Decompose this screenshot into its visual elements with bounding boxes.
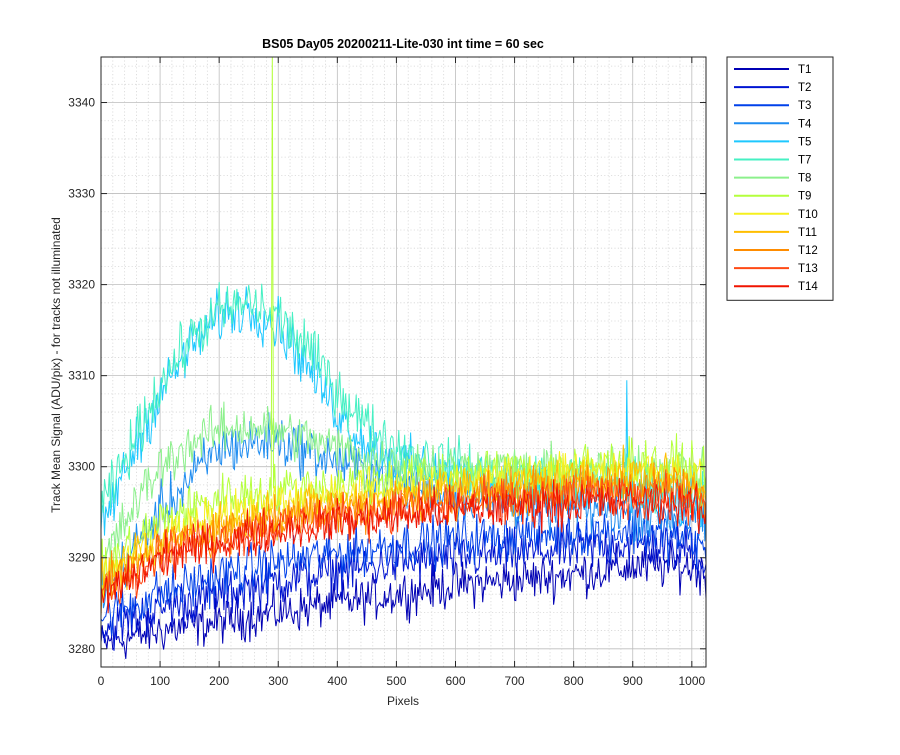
y-tick-label: 3340 [68,96,95,110]
x-tick-label: 400 [327,674,347,688]
y-tick-label: 3320 [68,278,95,292]
legend-label-t2: T2 [798,82,811,94]
y-axis-label: Track Mean Signal (ADU/pix) - for tracks… [49,217,63,513]
legend-label-t1: T1 [798,64,811,76]
legend-label-t12: T12 [798,245,818,257]
legend-label-t14: T14 [798,281,818,293]
series-line-t9 [101,57,706,591]
x-tick-label: 600 [445,674,465,688]
legend-label-t8: T8 [798,173,811,185]
chart-title: BS05 Day05 20200211-Lite-030 int time = … [262,37,544,51]
legend-label-t13: T13 [798,263,818,275]
legend-box [726,56,834,301]
y-tick-label: 3310 [68,369,95,383]
legend-label-t3: T3 [798,100,811,112]
x-tick-label: 500 [386,674,406,688]
legend-label-t7: T7 [798,155,811,167]
plot-area [101,57,706,667]
x-axis-label: Pixels [387,694,419,708]
x-tick-label: 800 [564,674,584,688]
legend-label-t10: T10 [798,209,818,221]
x-tick-label: 300 [268,674,288,688]
series-line-t14 [101,477,706,614]
series-line-t10 [101,449,706,604]
series-line-t2 [101,519,706,651]
y-tick-label: 3300 [68,460,95,474]
y-tick-label: 3280 [68,642,95,656]
y-tick-label: 3290 [68,551,95,565]
series-line-t1 [101,539,706,659]
series-line-t3 [101,504,706,636]
x-tick-label: 700 [505,674,525,688]
legend-label-t5: T5 [798,136,811,148]
plot-frame [100,56,707,668]
x-tick-label: 0 [98,674,105,688]
x-tick-label: 1000 [678,674,705,688]
x-tick-label: 100 [150,674,170,688]
x-tick-label: 200 [209,674,229,688]
legend-label-t4: T4 [798,118,812,130]
legend-label-t9: T9 [798,191,811,203]
x-tick-label: 900 [623,674,643,688]
legend-label-t11: T11 [798,227,817,239]
y-tick-label: 3330 [68,187,95,201]
